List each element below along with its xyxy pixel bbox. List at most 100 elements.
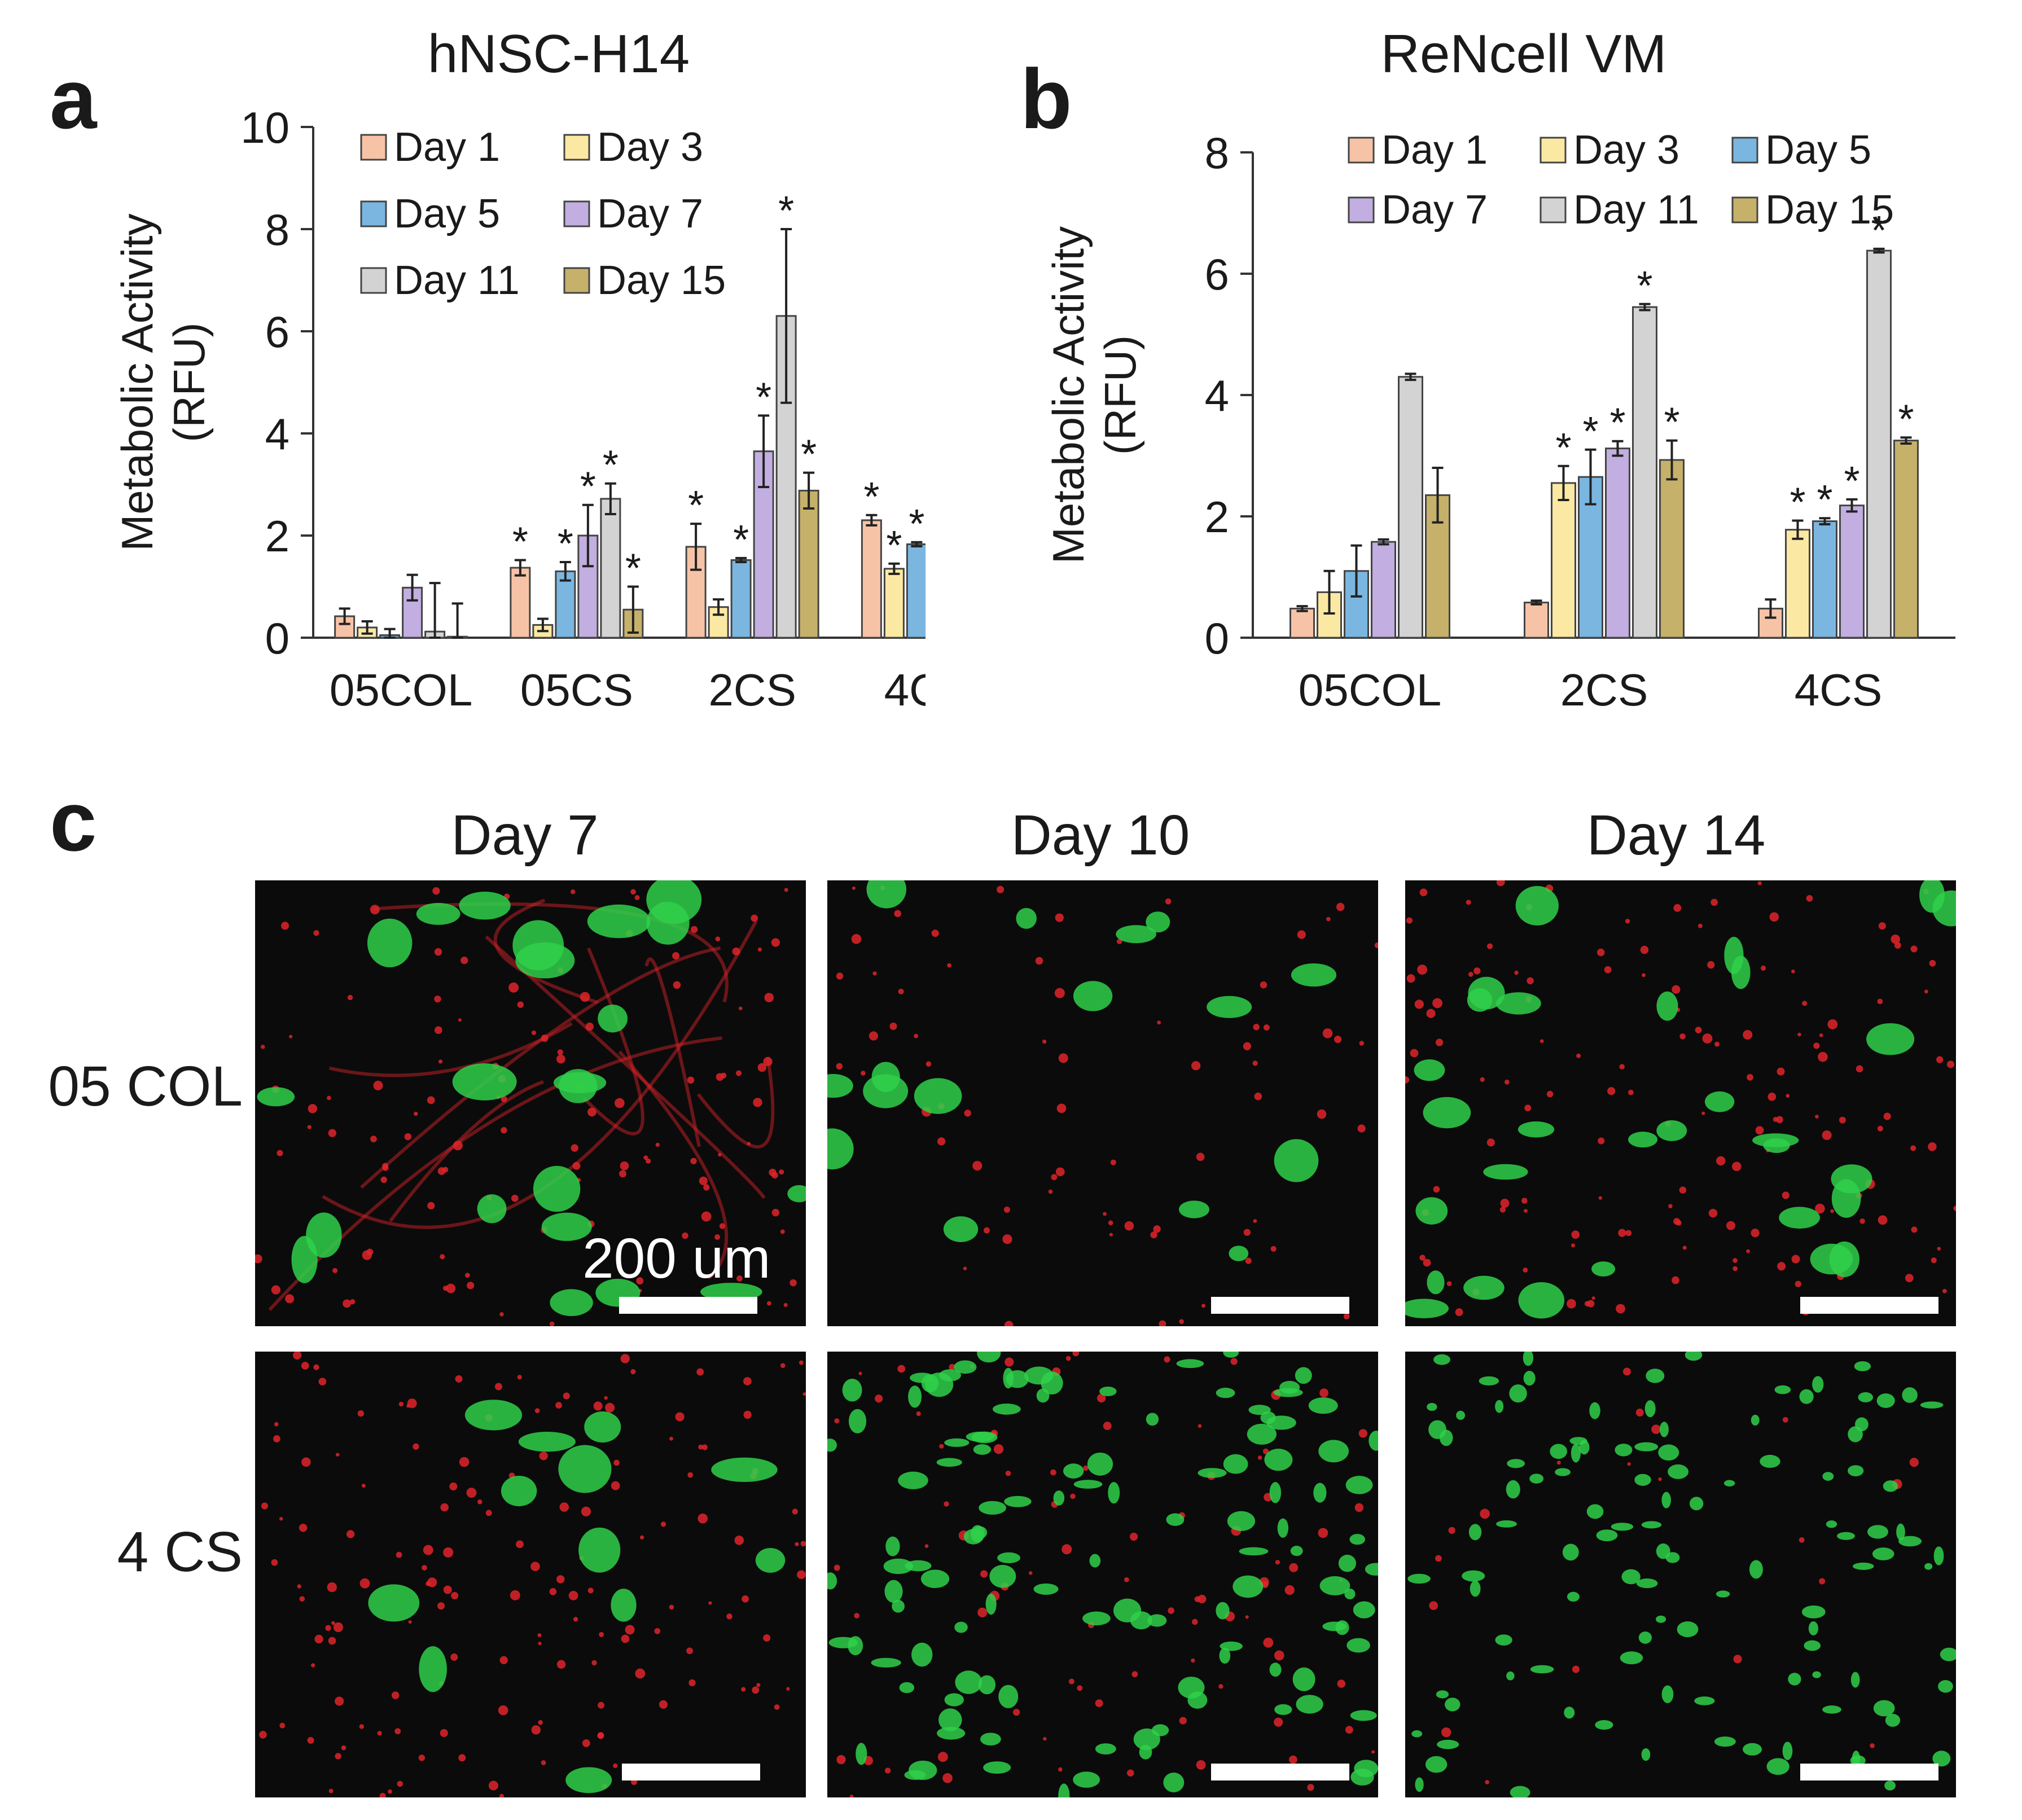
live-cell	[1349, 1534, 1365, 1545]
dead-cell	[802, 1392, 806, 1396]
dead-cell	[541, 1034, 549, 1042]
live-cell	[1615, 1444, 1633, 1457]
chart-b-legend-label: Day 11	[1573, 187, 1699, 233]
dead-cell	[1317, 1109, 1327, 1119]
dead-cell	[734, 1536, 744, 1545]
chart-b-bar	[1524, 602, 1549, 639]
live-cell	[1634, 1442, 1659, 1451]
dead-cell	[1243, 1042, 1252, 1051]
chart-a-significance-marker: *	[580, 464, 596, 510]
dead-cell	[636, 1277, 644, 1285]
dead-cell	[834, 1418, 840, 1424]
dead-cell	[1909, 1458, 1919, 1467]
dead-cell	[795, 1542, 799, 1546]
live-cell	[1812, 1376, 1824, 1393]
dead-cell	[1616, 1304, 1625, 1314]
dead-cell	[753, 1098, 762, 1107]
dead-cell	[1410, 1049, 1419, 1058]
dead-cell	[1695, 1027, 1702, 1034]
dead-cell	[1275, 1560, 1280, 1565]
dead-cell	[1284, 1585, 1295, 1595]
dead-cell	[1124, 1221, 1134, 1231]
chart-b-y-axis-label: Metabolic Activity(RFU)	[1043, 226, 1145, 564]
dead-cell	[756, 1683, 761, 1687]
dead-cell	[1746, 1249, 1750, 1253]
dead-cell	[1628, 1089, 1634, 1095]
dead-cell	[1651, 1424, 1661, 1434]
live-cell	[1405, 1299, 1449, 1318]
dead-cell	[437, 1602, 445, 1610]
chart-b-legend-swatch	[1539, 196, 1567, 223]
dead-cell	[427, 1201, 435, 1210]
chart-a-legend-swatch	[360, 134, 387, 161]
live-cell	[541, 1212, 592, 1241]
live-cell	[1731, 955, 1751, 989]
chart-a-category-label: 05COL	[330, 665, 472, 715]
dead-cell	[784, 888, 788, 892]
live-cell	[970, 1525, 985, 1543]
live-cell	[1082, 1611, 1111, 1626]
dead-cell	[972, 1161, 983, 1171]
dead-cell	[742, 1595, 749, 1603]
dead-cell	[557, 1049, 563, 1055]
live-cell	[856, 1743, 867, 1765]
dead-cell	[1432, 998, 1442, 1008]
live-cell	[1873, 1700, 1895, 1717]
dead-cell	[1354, 1503, 1364, 1512]
dead-cell	[458, 1754, 466, 1762]
dead-cell	[307, 1125, 312, 1129]
dead-cell	[884, 1768, 891, 1774]
live-cell	[1704, 1091, 1735, 1112]
dead-cell	[836, 1755, 846, 1765]
chart-a-legend-label: Day 3	[597, 125, 703, 170]
live-cell	[1812, 1671, 1821, 1678]
dead-cell	[587, 1107, 596, 1117]
live-cell	[1589, 1402, 1600, 1419]
dead-cell	[655, 1142, 660, 1147]
chart-a-category-label: 2CS	[708, 665, 796, 715]
dead-cell	[743, 1410, 752, 1419]
dead-cell	[944, 1501, 949, 1507]
dead-cell	[1929, 960, 1936, 967]
chart-a-y-axis-label: Metabolic Activity(RFU)	[112, 213, 214, 551]
dead-cell	[980, 1570, 988, 1578]
dead-cell	[1358, 1429, 1367, 1438]
live-cell	[1163, 1772, 1185, 1793]
dead-cell	[1813, 1042, 1820, 1049]
chart-a-legend-label: Day 11	[394, 258, 520, 303]
dead-cell	[285, 1294, 295, 1304]
live-cell	[1041, 1371, 1063, 1394]
dead-cell	[1496, 880, 1505, 887]
dead-cell	[460, 957, 468, 964]
live-cell	[1495, 1520, 1517, 1528]
micrograph-column-title-day-10: Day 10	[1011, 804, 1190, 867]
dead-cell	[1716, 1156, 1726, 1166]
chart-a-legend-swatch	[360, 200, 387, 227]
live-cell	[578, 1527, 621, 1573]
live-cell	[1216, 1388, 1235, 1398]
dead-cell	[359, 1724, 365, 1729]
dead-cell	[1406, 974, 1415, 983]
chart-a-legend-swatch	[563, 267, 590, 294]
dead-cell	[789, 1279, 797, 1287]
dead-cell	[630, 889, 636, 895]
live-cell	[884, 1580, 903, 1603]
dead-cell	[997, 885, 1005, 893]
live-cell	[1919, 880, 1945, 913]
dead-cell	[613, 1459, 620, 1466]
dead-cell	[1676, 1220, 1682, 1226]
chart-a-legend-label: Day 7	[597, 191, 703, 236]
dead-cell	[1042, 1040, 1047, 1044]
dead-cell	[301, 1362, 309, 1370]
dead-cell	[279, 1722, 286, 1729]
dead-cell	[1263, 1637, 1274, 1648]
fiber	[618, 1050, 729, 1280]
live-cell	[983, 1761, 1011, 1774]
live-cell	[978, 1675, 996, 1695]
dead-cell	[1103, 1422, 1112, 1431]
dead-cell	[1485, 1780, 1490, 1784]
live-cell	[1425, 1756, 1448, 1773]
dead-cell	[1062, 1544, 1072, 1555]
dead-cell	[752, 1686, 760, 1694]
dead-cell	[598, 1701, 605, 1709]
